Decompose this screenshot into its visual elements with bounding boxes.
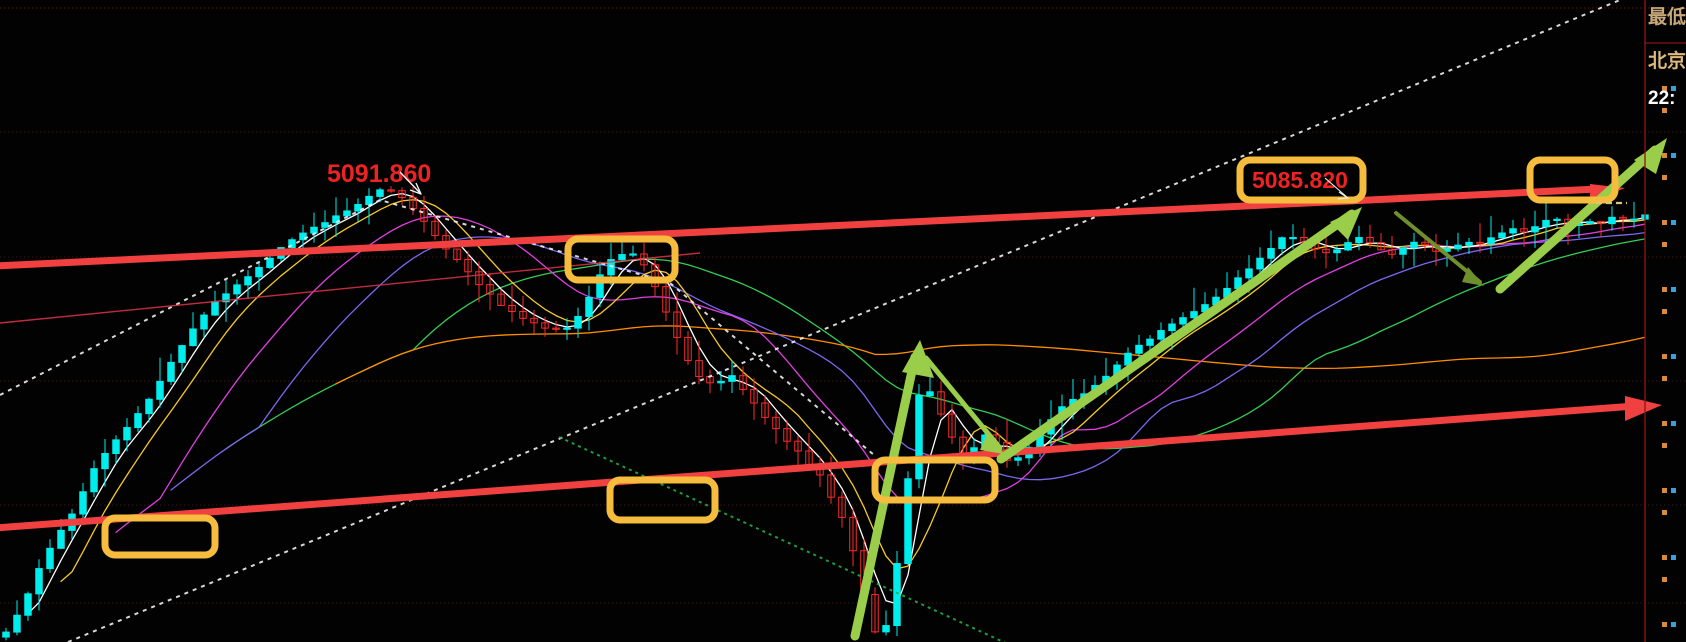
svg-text:5085.820: 5085.820 bbox=[1252, 167, 1348, 193]
